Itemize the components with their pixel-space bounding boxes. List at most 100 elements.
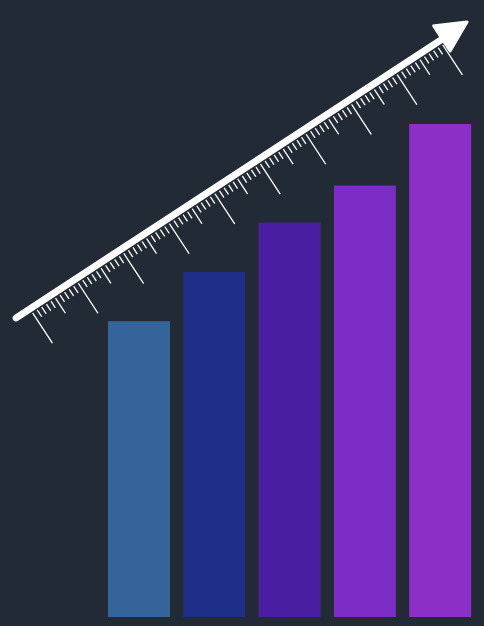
ruler-minor-tick — [54, 297, 66, 314]
ruler-minor-tick — [382, 83, 389, 91]
ruler-minor-tick — [401, 71, 407, 79]
ruler-minor-tick — [241, 175, 248, 183]
ruler-minor-tick — [337, 112, 343, 121]
arrow-shaft — [12, 32, 451, 322]
ruler-major-tick — [168, 223, 190, 255]
ruler-major-tick — [214, 193, 236, 225]
ruler-minor-tick — [155, 232, 161, 240]
bar-2 — [183, 271, 246, 617]
ruler-minor-tick — [373, 89, 385, 105]
ruler-minor-tick — [164, 226, 170, 234]
ruler-major-tick — [351, 104, 372, 135]
ruler-minor-tick — [360, 98, 366, 106]
ruler-minor-tick — [36, 309, 43, 318]
ruler-minor-tick — [150, 235, 157, 243]
ruler-minor-tick — [246, 172, 252, 180]
ruler-minor-tick — [196, 205, 202, 213]
ruler-minor-tick — [364, 95, 371, 103]
ruler-minor-tick — [433, 50, 439, 58]
ruler-minor-tick — [100, 267, 112, 284]
ruler-minor-tick — [273, 154, 280, 163]
bar-4 — [333, 185, 396, 617]
bars-group — [108, 124, 472, 617]
ruler-minor-tick — [95, 270, 102, 279]
ruler-minor-tick — [209, 196, 216, 204]
ruler-minor-tick — [68, 288, 75, 297]
ruler-major-tick — [77, 282, 99, 314]
ruler-major-tick — [396, 74, 418, 106]
ruler-minor-tick — [410, 65, 416, 73]
ruler-minor-tick — [109, 262, 116, 270]
ruler-minor-tick — [250, 169, 257, 177]
ruler-minor-tick — [187, 211, 193, 219]
bar-1 — [108, 321, 170, 617]
ruler-minor-tick — [200, 202, 207, 210]
ruler-minor-tick — [237, 178, 249, 195]
ruler-minor-tick — [328, 118, 340, 135]
ruler-minor-tick — [405, 68, 412, 76]
ruler-major-tick — [259, 163, 281, 195]
ruler-major-tick — [305, 133, 327, 165]
ruler-minor-tick — [59, 294, 66, 303]
ruler-minor-tick — [91, 273, 97, 282]
ruler-minor-tick — [45, 303, 52, 312]
ruler-minor-tick — [205, 199, 211, 207]
ruler-minor-tick — [323, 121, 330, 130]
ruler-minor-tick — [314, 127, 321, 136]
ruler-minor-tick — [228, 184, 234, 192]
ruler-ticks — [32, 44, 463, 344]
ruler-minor-tick — [387, 80, 394, 88]
ruler-minor-tick — [50, 300, 56, 309]
bar-3 — [258, 222, 321, 617]
ruler-major-tick — [32, 312, 53, 344]
ruler-minor-tick — [118, 256, 125, 264]
ruler-major-tick — [123, 253, 145, 284]
ruler-minor-tick — [419, 59, 431, 76]
ruler-minor-tick — [159, 229, 166, 237]
ruler-minor-tick — [182, 214, 189, 222]
ruler-minor-tick — [332, 115, 339, 124]
ruler-minor-tick — [177, 217, 184, 225]
ruler-minor-tick — [319, 124, 325, 133]
ruler-minor-tick — [341, 109, 348, 118]
ruler-minor-tick — [73, 285, 79, 294]
ruler-minor-tick — [269, 157, 275, 166]
ruler-minor-tick — [127, 250, 134, 258]
ruler-minor-tick — [355, 101, 362, 109]
ruler-minor-tick — [41, 306, 47, 315]
ruler-minor-tick — [414, 62, 421, 70]
ruler-minor-tick — [146, 238, 158, 254]
ruler-minor-tick — [346, 107, 353, 115]
ruler-minor-tick — [437, 47, 444, 55]
ruler-minor-tick — [191, 208, 203, 225]
ruler-minor-tick — [392, 77, 398, 85]
ruler-minor-tick — [223, 187, 230, 195]
arrow-head-icon — [432, 20, 469, 53]
ruler-minor-tick — [173, 220, 179, 228]
ruler-minor-tick — [287, 145, 293, 154]
ruler-minor-tick — [278, 151, 284, 160]
ruler-arrow — [12, 20, 469, 344]
ruler-major-tick — [442, 44, 463, 76]
ruler-minor-tick — [218, 190, 225, 198]
ruler-minor-tick — [282, 148, 294, 165]
ruler-minor-tick — [255, 166, 261, 175]
ruler-minor-tick — [264, 160, 271, 169]
ruler-minor-tick — [232, 181, 239, 189]
ruler-minor-tick — [82, 279, 88, 288]
ruler-minor-tick — [114, 259, 120, 267]
ruler-minor-tick — [136, 244, 143, 252]
ruler-minor-tick — [86, 276, 93, 285]
ruler-minor-tick — [105, 264, 111, 273]
ruler-minor-tick — [64, 291, 70, 300]
bar-5 — [409, 124, 472, 617]
ruler-minor-tick — [378, 86, 384, 94]
ruler-minor-tick — [428, 53, 435, 61]
ruler-minor-tick — [291, 142, 298, 151]
ruler-minor-tick — [310, 130, 316, 139]
ruler-minor-tick — [300, 136, 307, 145]
ruler-minor-tick — [369, 92, 375, 100]
ruler-minor-tick — [132, 247, 138, 255]
